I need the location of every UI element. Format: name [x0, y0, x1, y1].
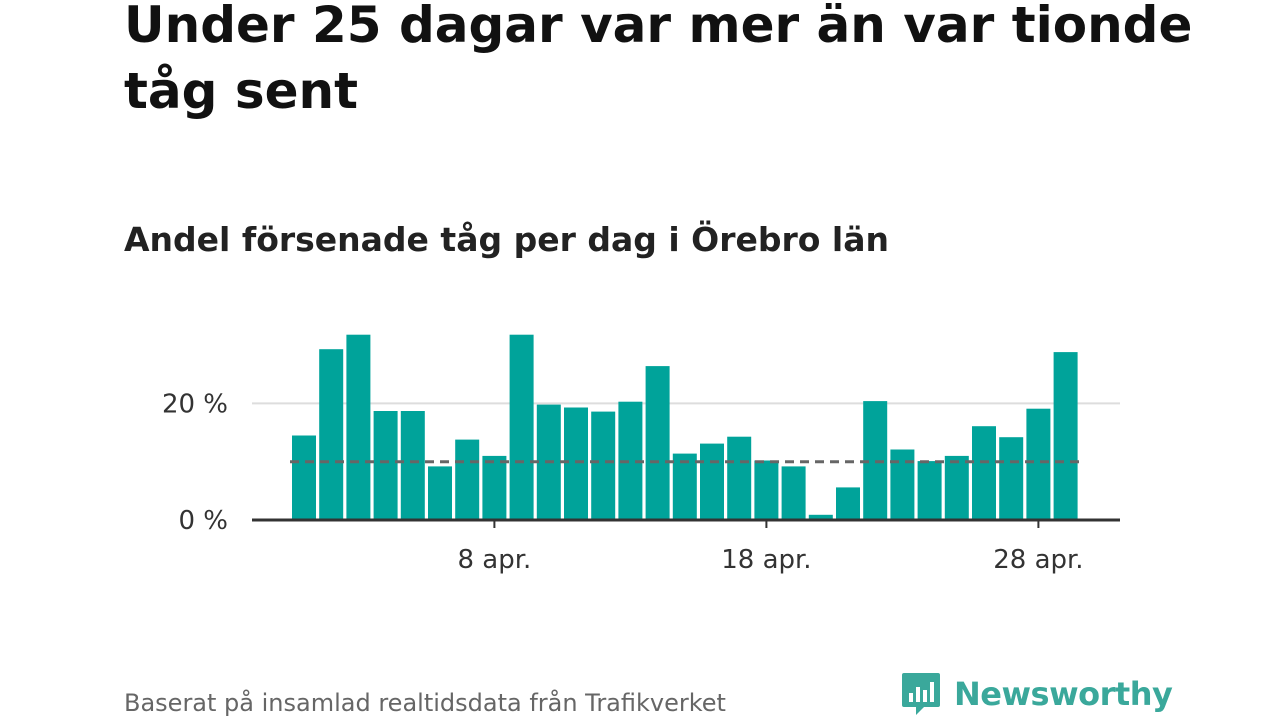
bar	[373, 411, 398, 520]
bar	[1026, 408, 1051, 520]
newsworthy-logo: Newsworthy	[900, 670, 1173, 718]
bar	[808, 514, 833, 520]
chart-title: Under 25 dagar var mer än var tionde tåg…	[124, 0, 1193, 120]
chart-subtitle: Andel försenade tåg per dag i Örebro län	[124, 220, 889, 259]
bar	[292, 435, 316, 520]
bars	[292, 334, 1078, 520]
source-note: Baserat på insamlad realtidsdata från Tr…	[124, 689, 726, 717]
bar	[972, 426, 996, 520]
bar	[564, 407, 588, 520]
bar	[400, 411, 425, 520]
tick-labels: 0 % 20 % 8 apr. 18 apr. 28 apr.	[162, 389, 1084, 575]
bar-chart: 0 % 20 % 8 apr. 18 apr. 28 apr.	[162, 334, 1120, 575]
bar	[672, 453, 697, 520]
bar	[836, 487, 860, 520]
bar	[999, 437, 1024, 520]
bar	[482, 455, 507, 520]
x-tick-label: 8 apr.	[457, 545, 531, 575]
bar	[591, 411, 616, 520]
bar	[455, 439, 480, 520]
y-tick-label: 0 %	[178, 506, 228, 536]
bar	[645, 366, 670, 520]
x-tick-label: 28 apr.	[993, 545, 1083, 575]
bar	[781, 466, 806, 520]
bar	[890, 449, 915, 520]
newsworthy-chart-bubble-icon	[902, 673, 940, 715]
bar	[346, 334, 371, 520]
bar	[319, 349, 344, 520]
logo-text: Newsworthy	[954, 675, 1173, 713]
bar	[428, 466, 452, 520]
bar	[944, 455, 969, 520]
bar	[917, 461, 942, 520]
bar	[754, 460, 779, 520]
bar	[727, 436, 752, 520]
x-tick-label: 18 apr.	[721, 545, 811, 575]
y-tick-label: 20 %	[162, 389, 228, 419]
bar	[1053, 352, 1078, 520]
bar	[700, 443, 724, 520]
axes	[252, 518, 1120, 528]
bar	[509, 334, 534, 520]
